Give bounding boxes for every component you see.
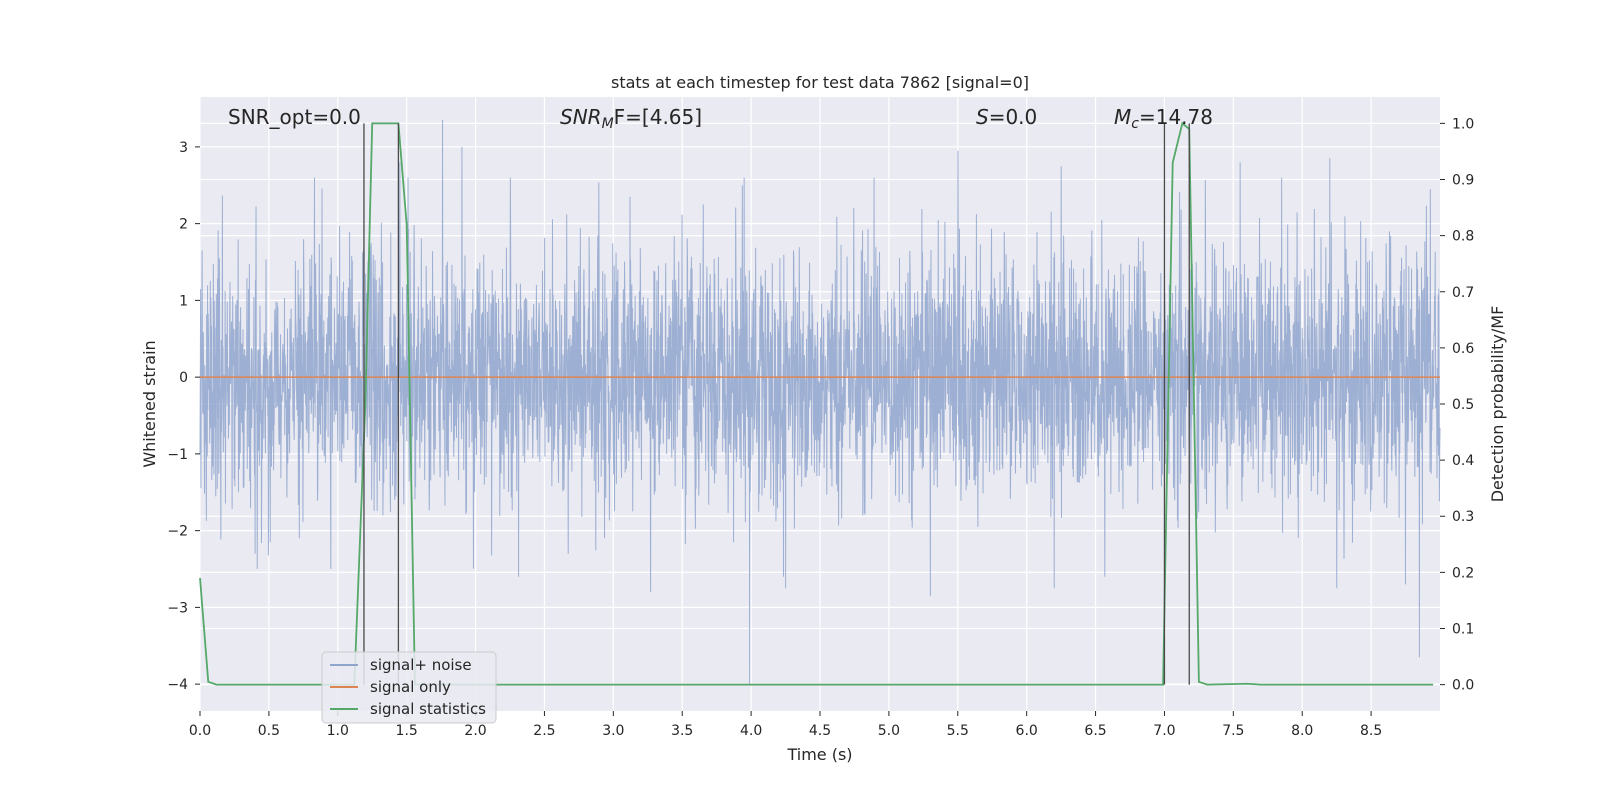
y-right-tick-label-4: 0.6 [1452, 341, 1474, 357]
x-tick-label-12: 6.0 [1016, 723, 1038, 739]
annotation-s-value: =0.0 [989, 105, 1038, 129]
x-tick-label-11: 5.5 [947, 723, 969, 739]
x-tick-label-9: 4.5 [809, 723, 831, 739]
y-left-tick-label-5: −2 [167, 524, 188, 540]
annotation-snr-mf-value: F=[4.65] [614, 105, 702, 129]
annotation-mc-subscript: c [1131, 116, 1139, 132]
vertical-markers [363, 123, 1190, 685]
x-tick-label-14: 7.0 [1153, 723, 1175, 739]
x-tick-label-17: 8.5 [1360, 723, 1382, 739]
annotation-mc: Mc=14.78 [1114, 105, 1213, 132]
legend-label-noise: signal+ noise [370, 656, 472, 674]
y-right-tick-label-8: 0.2 [1452, 565, 1474, 581]
annotation-snr-mf: SNRMF=[4.65] [560, 105, 702, 132]
y-right-tick-label-9: 0.1 [1452, 621, 1474, 637]
x-tick-label-1: 0.5 [258, 723, 280, 739]
y-left-tick-label-7: −4 [167, 677, 188, 693]
annotation-s-symbol: S [976, 105, 989, 129]
y-left-axis-ticks: 3 2 1 0 −1 −2 −3 −4 [167, 140, 200, 693]
y-right-tick-label-0: 1.0 [1452, 116, 1474, 132]
x-tick-label-8: 4.0 [740, 723, 762, 739]
x-tick-label-15: 7.5 [1222, 723, 1244, 739]
annotation-snr-opt: SNR_opt=0.0 [228, 105, 361, 129]
x-tick-label-10: 5.0 [878, 723, 900, 739]
x-tick-label-6: 3.0 [602, 723, 624, 739]
y-right-tick-label-7: 0.3 [1452, 509, 1474, 525]
y-right-tick-label-10: 0.0 [1452, 678, 1474, 694]
annotation-s: S=0.0 [976, 105, 1037, 129]
y-right-tick-label-1: 0.9 [1452, 173, 1474, 189]
y-right-axis-ticks: 1.0 0.9 0.8 0.7 0.6 0.5 0.4 0.3 0.2 0.1 0.0 [1440, 116, 1474, 694]
y-left-tick-label-3: 0 [179, 370, 188, 386]
annotation-mc-symbol: M [1114, 105, 1131, 129]
legend-label-signal-only: signal only [370, 678, 451, 696]
y-left-tick-label-6: −3 [167, 600, 188, 616]
y-right-tick-label-3: 0.7 [1452, 285, 1474, 301]
x-tick-label-13: 6.5 [1084, 723, 1106, 739]
x-axis-label: Time (s) [786, 745, 852, 764]
noise-series [199, 120, 1441, 685]
y-left-tick-label-4: −1 [167, 447, 188, 463]
legend: signal+ noise signal only signal statist… [321, 651, 497, 724]
x-axis-ticks: 0.0 0.5 1.0 1.5 2.0 2.5 3.0 3.5 4.0 4.5 5.0 5.5 6.0 6… [189, 711, 1382, 739]
y-axis-label-right: Detection probability/MF [1488, 306, 1507, 503]
chart-title: stats at each timestep for test data 786… [611, 73, 1029, 92]
y-right-tick-label-2: 0.8 [1452, 229, 1474, 245]
x-tick-label-4: 2.0 [464, 723, 486, 739]
noise-line [199, 120, 1441, 685]
y-right-tick-label-6: 0.4 [1452, 453, 1474, 469]
annotation-snr-mf-subscript: M [602, 116, 614, 132]
y-axis-label-left: Whitened strain [140, 340, 159, 467]
y-left-tick-label-0: 3 [179, 140, 188, 156]
y-right-tick-label-5: 0.5 [1452, 397, 1474, 413]
x-tick-label-16: 8.0 [1291, 723, 1313, 739]
annotation-snr-mf-symbol: SNR [560, 105, 602, 129]
annotation-mc-value: =14.78 [1139, 105, 1213, 129]
y-left-tick-label-1: 2 [179, 217, 188, 233]
x-tick-label-2: 1.0 [327, 723, 349, 739]
x-tick-label-7: 3.5 [671, 723, 693, 739]
legend-box [321, 651, 497, 724]
legend-label-statistics: signal statistics [370, 700, 486, 718]
x-tick-label-5: 2.5 [533, 723, 555, 739]
x-tick-label-0: 0.0 [189, 723, 211, 739]
y-left-tick-label-2: 1 [179, 293, 188, 309]
x-tick-label-3: 1.5 [396, 723, 418, 739]
